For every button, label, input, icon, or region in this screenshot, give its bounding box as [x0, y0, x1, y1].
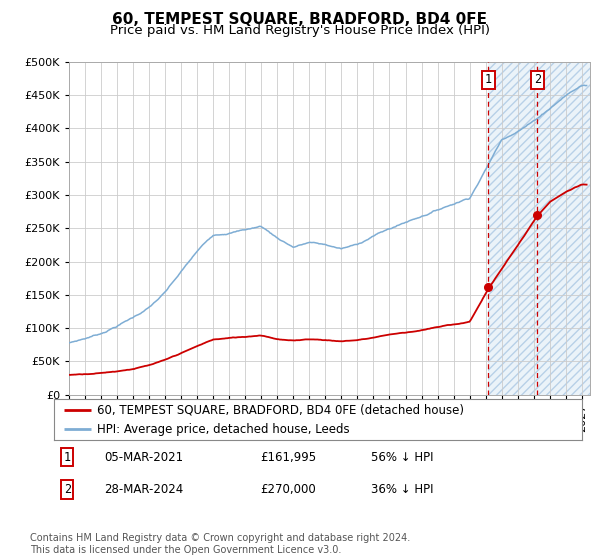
- Text: 60, TEMPEST SQUARE, BRADFORD, BD4 0FE (detached house): 60, TEMPEST SQUARE, BRADFORD, BD4 0FE (d…: [97, 403, 464, 416]
- Text: 1: 1: [485, 73, 492, 86]
- Text: HPI: Average price, detached house, Leeds: HPI: Average price, detached house, Leed…: [97, 423, 350, 436]
- Text: £270,000: £270,000: [260, 483, 316, 496]
- Text: 60, TEMPEST SQUARE, BRADFORD, BD4 0FE: 60, TEMPEST SQUARE, BRADFORD, BD4 0FE: [113, 12, 487, 27]
- Text: 1: 1: [64, 451, 71, 464]
- Text: Price paid vs. HM Land Registry's House Price Index (HPI): Price paid vs. HM Land Registry's House …: [110, 24, 490, 36]
- Text: 05-MAR-2021: 05-MAR-2021: [104, 451, 183, 464]
- Text: 56% ↓ HPI: 56% ↓ HPI: [371, 451, 433, 464]
- Text: 2: 2: [534, 73, 541, 86]
- Text: £161,995: £161,995: [260, 451, 316, 464]
- Text: 36% ↓ HPI: 36% ↓ HPI: [371, 483, 433, 496]
- Text: 28-MAR-2024: 28-MAR-2024: [104, 483, 184, 496]
- Text: 2: 2: [64, 483, 71, 496]
- Text: Contains HM Land Registry data © Crown copyright and database right 2024.
This d: Contains HM Land Registry data © Crown c…: [30, 533, 410, 555]
